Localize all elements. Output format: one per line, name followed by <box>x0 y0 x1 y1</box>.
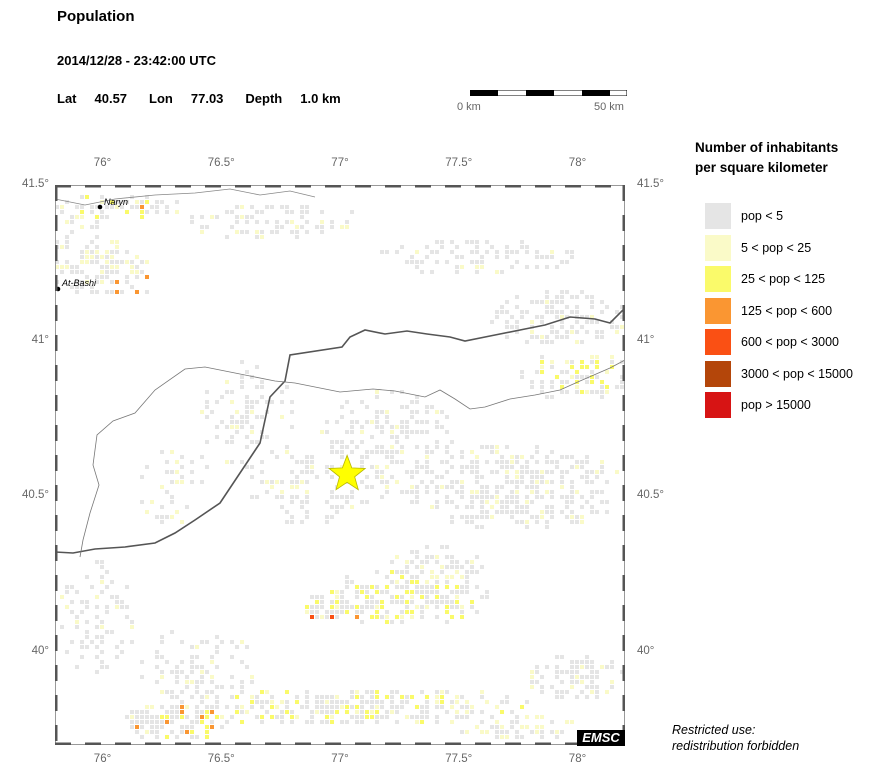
regional-border <box>79 359 625 558</box>
event-datetime: 2014/12/28 - 23:42:00 UTC <box>57 53 216 68</box>
lon-tick-bottom: 76.5° <box>207 753 235 765</box>
lon-tick-top: 78° <box>568 157 587 169</box>
legend-title: Number of inhabitants per square kilomet… <box>695 138 865 178</box>
population-map: Naryn At-Bashi <box>55 185 625 745</box>
legend-item: 3000 < pop < 15000 <box>705 360 853 387</box>
map-frame-dashes <box>55 185 625 745</box>
lon-tick-bottom: 77.5° <box>445 753 473 765</box>
lon-label: Lon <box>149 91 173 106</box>
scale-left-label: 0 km <box>457 101 481 113</box>
legend-label: 25 < pop < 125 <box>741 272 826 286</box>
restricted-line1: Restricted use: <box>672 723 756 737</box>
map-title: Population <box>57 8 135 25</box>
restricted-note: Restricted use: redistribution forbidden <box>672 722 799 754</box>
legend-swatch <box>705 234 731 261</box>
legend-swatch <box>705 297 731 324</box>
event-coordinates: Lat 40.57 Lon 77.03 Depth 1.0 km <box>57 91 359 106</box>
northern-boundary <box>55 188 316 206</box>
lat-tick-right: 41° <box>637 333 655 346</box>
legend-item: 25 < pop < 125 <box>705 266 853 292</box>
scale-bar <box>470 90 627 96</box>
legend: pop < 5 5 < pop < 25 25 < pop < 125 125 < p… <box>705 203 853 424</box>
lon-tick-bottom: 77° <box>331 753 349 765</box>
lon-tick-bottom: 78° <box>568 753 587 765</box>
lat-tick-right: 41.5° <box>637 178 664 190</box>
lon-tick-top: 77° <box>331 157 349 169</box>
legend-label: 3000 < pop < 15000 <box>741 366 853 381</box>
legend-title-line1: Number of inhabitants <box>695 140 839 155</box>
lat-tick-left: 40° <box>31 644 49 657</box>
depth-value: 1.0 km <box>300 91 341 106</box>
star-icon <box>328 454 367 491</box>
emsc-logo: EMSC <box>577 730 625 746</box>
national-border <box>55 307 625 554</box>
legend-title-line2: per square kilometer <box>695 160 828 175</box>
legend-item: pop > 15000 <box>705 392 853 418</box>
legend-item: 600 < pop < 3000 <box>705 329 853 355</box>
legend-label: pop < 5 <box>741 209 784 223</box>
legend-item: pop < 5 <box>705 203 853 229</box>
lat-tick-right: 40° <box>637 644 655 657</box>
restricted-line2: redistribution forbidden <box>672 739 800 753</box>
legend-swatch <box>705 392 731 418</box>
lat-label: Lat <box>57 91 77 106</box>
lat-tick-left: 40.5° <box>22 489 49 502</box>
legend-label: 125 < pop < 600 <box>741 303 833 318</box>
lon-tick-top: 76.5° <box>207 157 235 169</box>
legend-label: 600 < pop < 3000 <box>741 335 840 349</box>
city-dot-naryn <box>97 204 103 210</box>
city-label-at-bashi: At-Bashi <box>61 278 97 288</box>
legend-label: pop > 15000 <box>741 398 811 412</box>
legend-item: 5 < pop < 25 <box>705 234 853 261</box>
scale-right-label: 50 km <box>594 101 624 113</box>
lon-tick-bottom: 76° <box>93 753 112 765</box>
lon-tick-top: 76° <box>93 157 112 169</box>
legend-label: 5 < pop < 25 <box>741 240 812 255</box>
legend-swatch <box>705 266 731 292</box>
lat-value: 40.57 <box>94 91 128 106</box>
lon-tick-top: 77.5° <box>445 157 473 169</box>
lat-tick-left: 41° <box>31 333 49 346</box>
legend-swatch <box>705 329 731 355</box>
legend-swatch <box>705 203 731 229</box>
city-label-naryn: Naryn <box>104 197 128 207</box>
lat-tick-right: 40.5° <box>637 489 664 502</box>
legend-swatch <box>705 360 731 387</box>
lat-tick-left: 41.5° <box>22 178 49 190</box>
depth-label: Depth <box>245 91 283 106</box>
legend-item: 125 < pop < 600 <box>705 297 853 324</box>
lon-value: 77.03 <box>190 91 224 106</box>
